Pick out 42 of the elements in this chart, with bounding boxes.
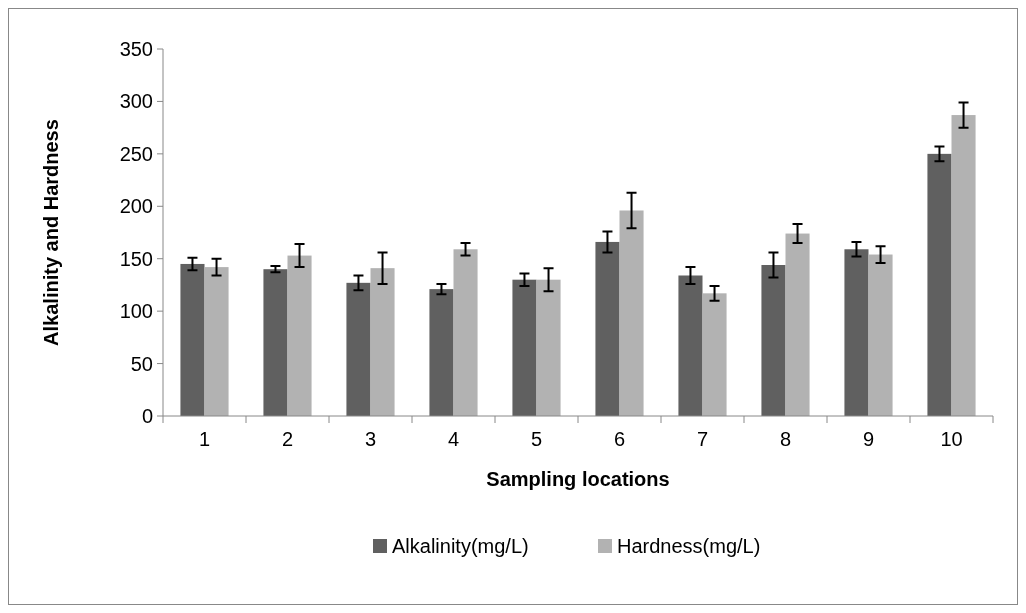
bar: [678, 275, 703, 416]
bar: [346, 282, 371, 416]
bar: [204, 267, 229, 416]
legend-label: Alkalinity(mg/L): [392, 535, 529, 557]
x-tick-label: 10: [940, 428, 963, 450]
y-tick-label: 300: [119, 90, 153, 113]
bar: [429, 289, 454, 416]
bar: [951, 115, 976, 416]
x-tick-label: 4: [447, 428, 460, 450]
bar: [761, 265, 786, 416]
bar: [180, 263, 205, 416]
y-tick-label: 200: [119, 195, 153, 218]
bar: [619, 210, 644, 416]
bar: [868, 254, 893, 416]
bar: [927, 153, 952, 416]
bar: [595, 241, 620, 416]
x-tick-label: 5: [530, 428, 543, 450]
x-tick-label: 2: [281, 428, 294, 450]
x-tick-label: 6: [613, 428, 626, 450]
x-tick-label: 1: [198, 428, 211, 450]
bar: [263, 269, 288, 416]
x-tick-label: 3: [364, 428, 377, 450]
bar: [370, 268, 395, 416]
bar: [844, 249, 869, 416]
y-tick-label: 350: [119, 38, 153, 60]
y-tick-label: 0: [141, 405, 153, 427]
x-tick-label: 9: [862, 428, 875, 450]
bar: [287, 255, 312, 416]
y-axis-title: Alkalinity and Hardness: [40, 119, 62, 346]
bar: [785, 233, 810, 416]
x-tick-label: 7: [696, 428, 709, 450]
bar: [453, 249, 478, 416]
y-tick-label: 50: [130, 352, 153, 375]
y-tick-label: 250: [119, 142, 153, 165]
bar: [702, 293, 727, 416]
bar: [512, 279, 537, 416]
x-axis-title: Sampling locations: [486, 468, 670, 490]
y-tick-label: 100: [119, 300, 153, 323]
bar: [536, 279, 561, 416]
y-tick-label: 150: [119, 247, 153, 270]
x-tick-label: 8: [779, 428, 792, 450]
legend-label: Hardness(mg/L): [617, 535, 761, 557]
